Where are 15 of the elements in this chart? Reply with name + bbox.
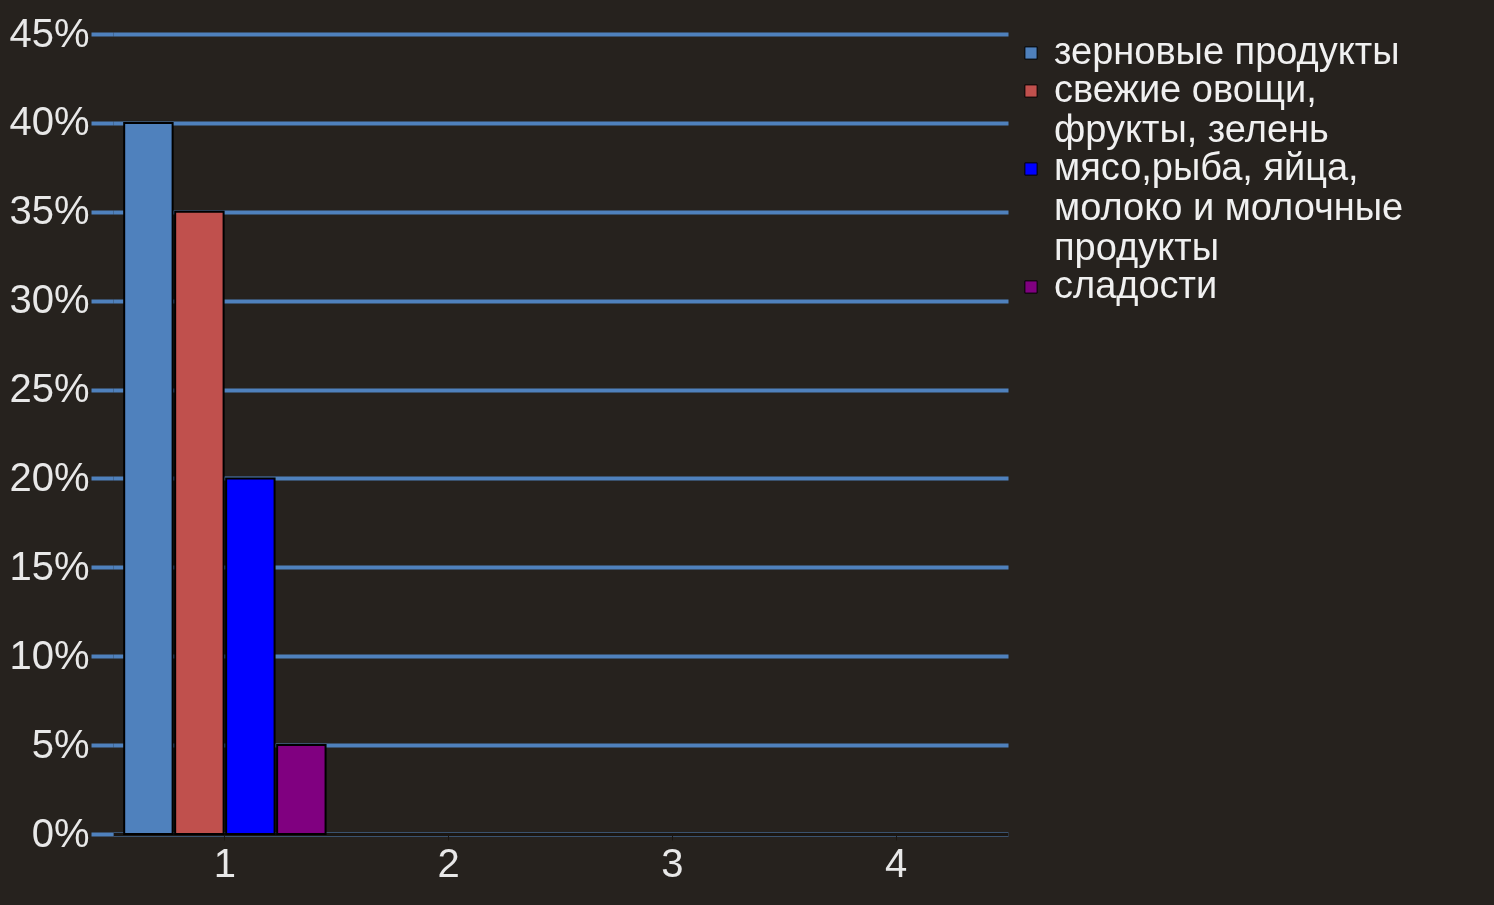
legend-label: зерновые продукты <box>1054 30 1400 72</box>
x-tick-label: 4 <box>885 840 908 885</box>
y-tick-label: 25% <box>9 366 90 411</box>
y-tick-label: 15% <box>9 543 90 588</box>
y-tick-label: 40% <box>9 99 90 144</box>
y-tick-label: 30% <box>9 277 90 322</box>
x-tick-label: 2 <box>437 840 460 885</box>
y-tick-label: 0% <box>31 810 90 855</box>
x-tick-label: 1 <box>213 840 236 885</box>
y-tick-label: 35% <box>9 188 90 233</box>
y-tick-label: 20% <box>9 454 90 499</box>
x-tick-label: 3 <box>661 840 684 885</box>
y-tick-label: 10% <box>9 632 90 677</box>
y-tick-label: 5% <box>31 721 90 766</box>
y-tick-label: 45% <box>9 10 90 55</box>
